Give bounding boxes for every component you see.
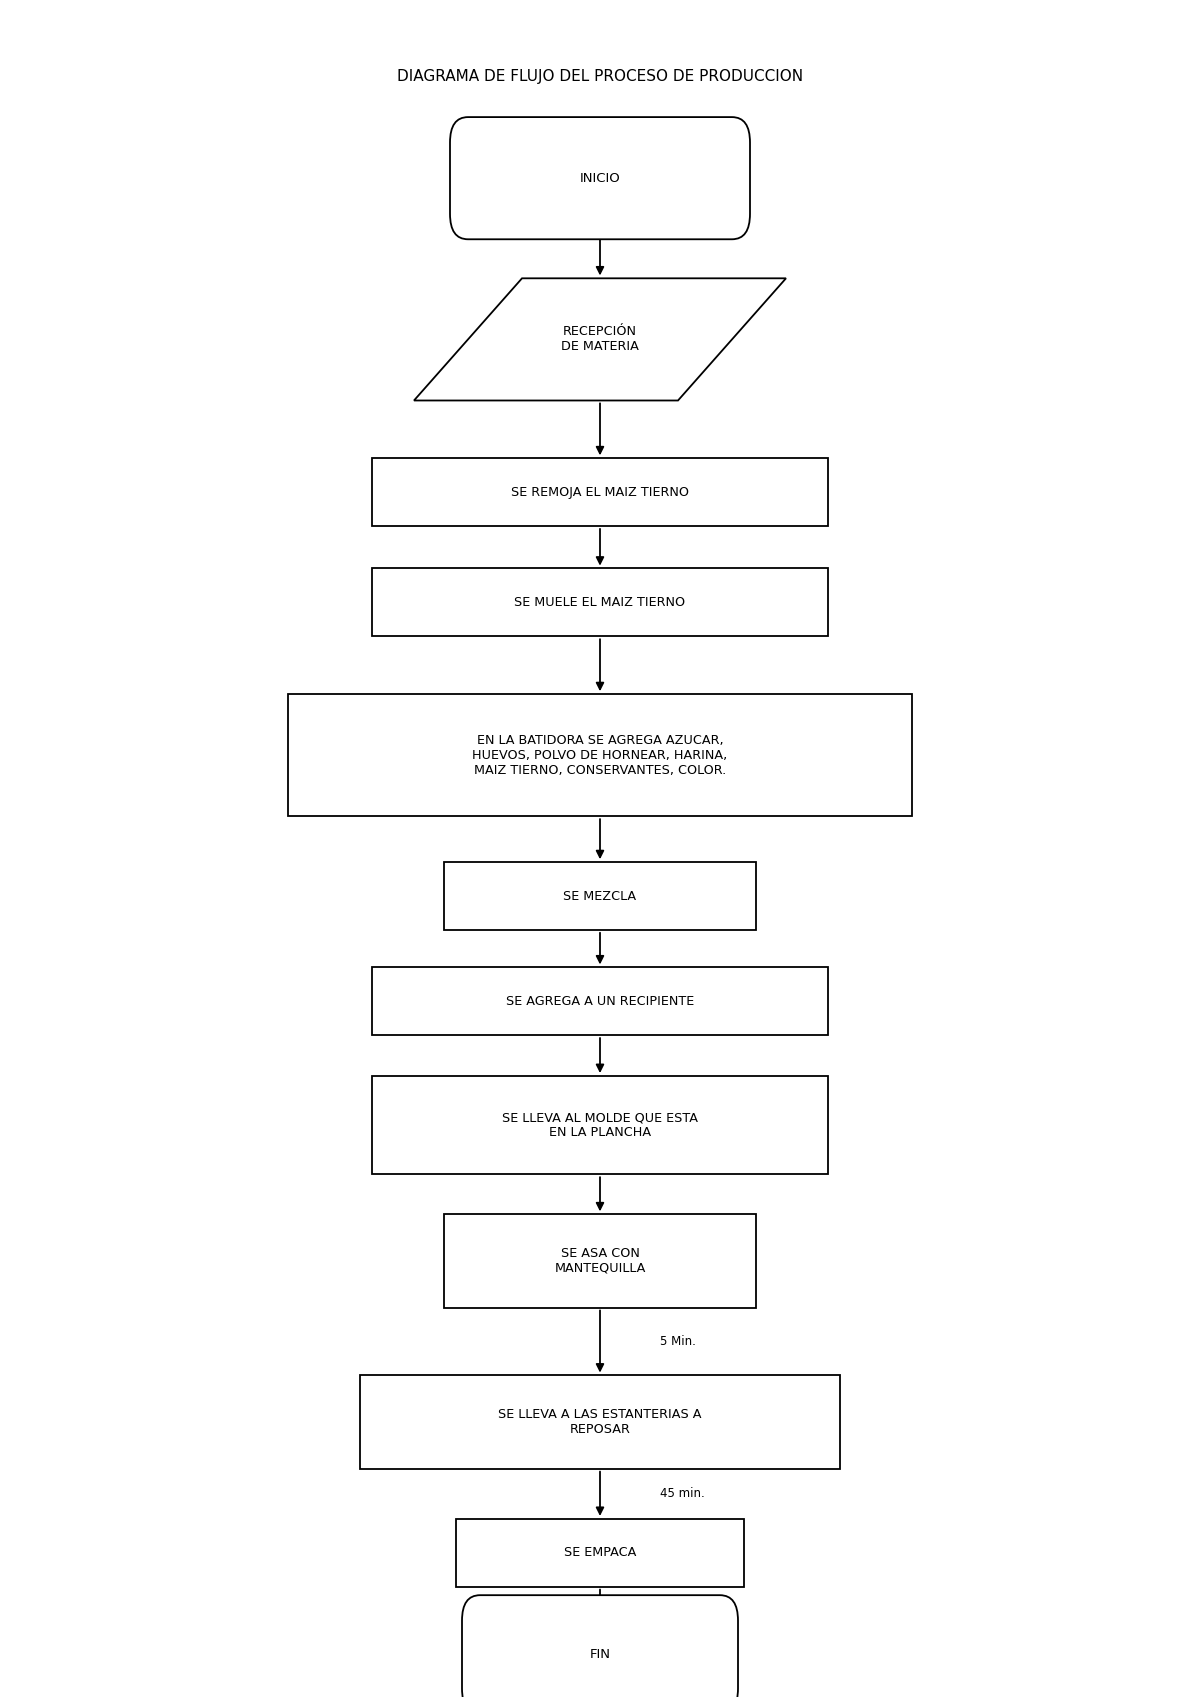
FancyBboxPatch shape: [372, 967, 828, 1035]
Text: SE ASA CON
MANTEQUILLA: SE ASA CON MANTEQUILLA: [554, 1247, 646, 1274]
FancyBboxPatch shape: [462, 1595, 738, 1697]
FancyBboxPatch shape: [444, 862, 756, 930]
Text: SE MUELE EL MAIZ TIERNO: SE MUELE EL MAIZ TIERNO: [515, 596, 685, 609]
Text: RECEPCIÓN
DE MATERIA: RECEPCIÓN DE MATERIA: [562, 326, 638, 353]
Text: SE LLEVA AL MOLDE QUE ESTA
EN LA PLANCHA: SE LLEVA AL MOLDE QUE ESTA EN LA PLANCHA: [502, 1112, 698, 1139]
Text: SE MEZCLA: SE MEZCLA: [564, 889, 636, 903]
Text: SE AGREGA A UN RECIPIENTE: SE AGREGA A UN RECIPIENTE: [506, 994, 694, 1008]
FancyBboxPatch shape: [444, 1215, 756, 1307]
Text: FIN: FIN: [589, 1648, 611, 1661]
Text: SE LLEVA A LAS ESTANTERIAS A
REPOSAR: SE LLEVA A LAS ESTANTERIAS A REPOSAR: [498, 1409, 702, 1436]
FancyBboxPatch shape: [456, 1519, 744, 1587]
Text: 5 Min.: 5 Min.: [660, 1336, 696, 1347]
FancyBboxPatch shape: [372, 458, 828, 526]
FancyBboxPatch shape: [288, 694, 912, 816]
Text: EN LA BATIDORA SE AGREGA AZUCAR,
HUEVOS, POLVO DE HORNEAR, HARINA,
MAIZ TIERNO, : EN LA BATIDORA SE AGREGA AZUCAR, HUEVOS,…: [473, 733, 727, 777]
FancyBboxPatch shape: [360, 1375, 840, 1468]
FancyBboxPatch shape: [450, 117, 750, 239]
Text: INICIO: INICIO: [580, 171, 620, 185]
Text: DIAGRAMA DE FLUJO DEL PROCESO DE PRODUCCION: DIAGRAMA DE FLUJO DEL PROCESO DE PRODUCC…: [397, 70, 803, 83]
Text: SE EMPACA: SE EMPACA: [564, 1546, 636, 1560]
Text: SE REMOJA EL MAIZ TIERNO: SE REMOJA EL MAIZ TIERNO: [511, 485, 689, 499]
FancyBboxPatch shape: [372, 568, 828, 636]
Polygon shape: [414, 278, 786, 400]
Text: 45 min.: 45 min.: [660, 1487, 704, 1500]
FancyBboxPatch shape: [372, 1076, 828, 1174]
